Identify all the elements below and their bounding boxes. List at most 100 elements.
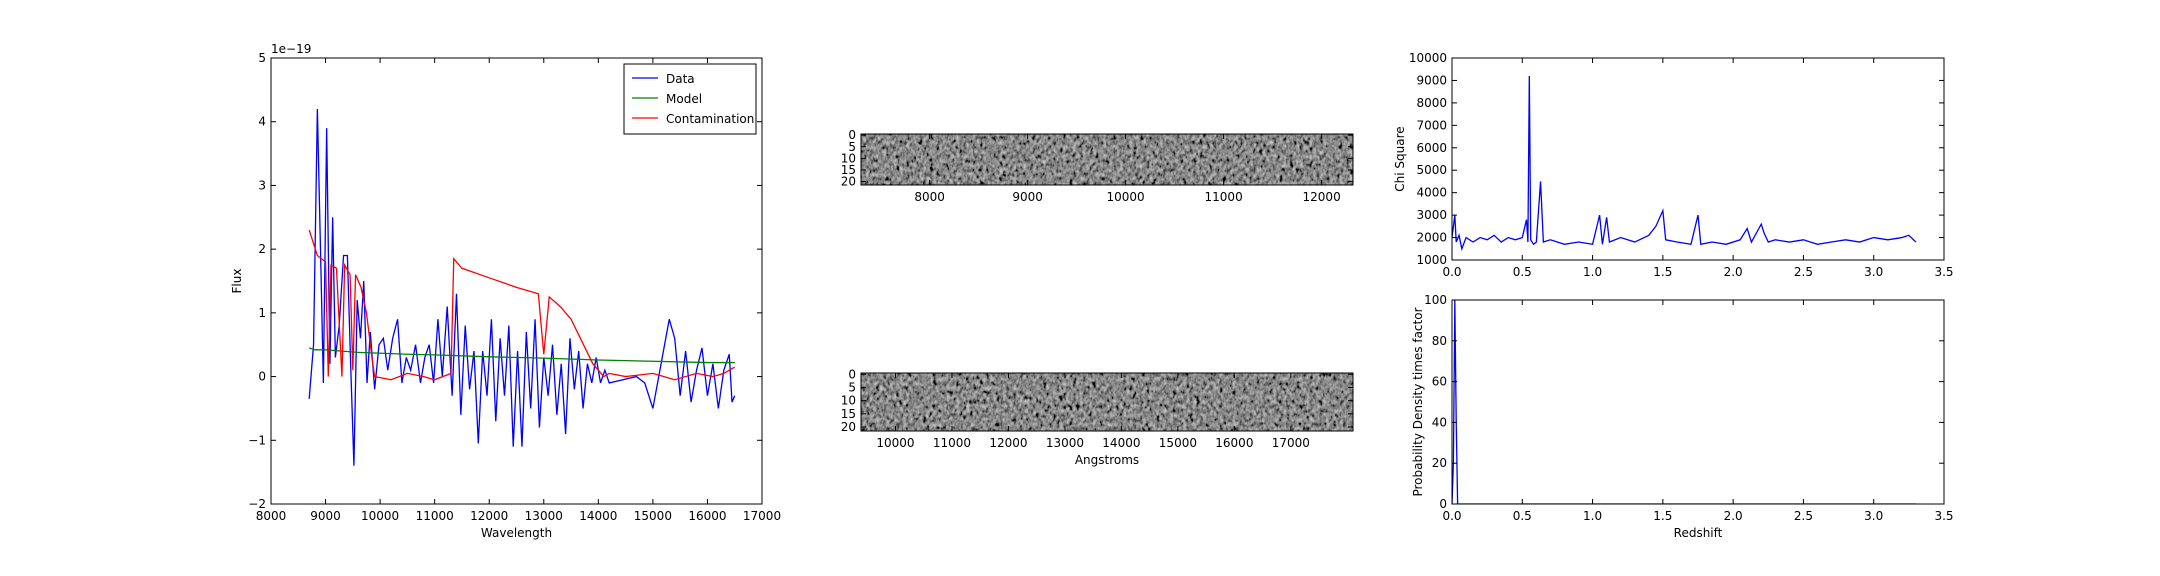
x-tick-label: 17000 <box>743 509 781 523</box>
x-tick-label: 2.0 <box>1724 509 1743 523</box>
offset-label: 1e−19 <box>271 42 311 56</box>
x-tick-label: 14000 <box>1102 436 1140 450</box>
y-axis-label: Probability Density times factor <box>1411 307 1425 496</box>
y-tick-label: 20 <box>841 175 856 189</box>
y-tick-label: 5 <box>848 381 856 395</box>
x-tick-label: 3.0 <box>1864 265 1883 279</box>
y-tick-label: 4 <box>258 115 266 129</box>
x-tick-label: 12000 <box>1303 190 1341 204</box>
y-tick-label: −1 <box>248 433 266 447</box>
x-tick-label: 16000 <box>688 509 726 523</box>
x-tick-label: 14000 <box>579 509 617 523</box>
x-tick-label: 16000 <box>1215 436 1253 450</box>
plot-area <box>861 134 1353 185</box>
x-tick-label: 12000 <box>989 436 1027 450</box>
x-tick-label: 11000 <box>933 436 971 450</box>
y-tick-label: 2000 <box>1416 231 1447 245</box>
x-tick-label: 9000 <box>1012 190 1043 204</box>
plot-area <box>1452 300 1916 504</box>
y-tick-label: 7000 <box>1416 118 1447 132</box>
axes-frame <box>860 133 1354 186</box>
line-series <box>1452 300 1916 504</box>
legend-box <box>623 63 757 135</box>
y-tick-label: 5 <box>258 51 266 65</box>
legend-label: Data <box>666 72 695 86</box>
plot-area <box>308 108 736 466</box>
x-tick-label: 10000 <box>876 436 914 450</box>
x-tick-label: 15000 <box>1159 436 1197 450</box>
x-tick-label: 0.5 <box>1513 265 1532 279</box>
line-series <box>308 347 735 364</box>
x-tick-label: 11000 <box>416 509 454 523</box>
y-tick-label: 60 <box>1432 375 1447 389</box>
x-tick-label: 3.5 <box>1934 509 1953 523</box>
x-tick-label: 2.5 <box>1794 265 1813 279</box>
y-tick-label: 20 <box>841 420 856 434</box>
spectrum-image <box>861 373 1353 431</box>
y-tick-label: 10 <box>841 394 856 408</box>
y-tick-label: 0 <box>1439 497 1447 511</box>
line-series <box>308 229 736 381</box>
x-tick-label: 8000 <box>256 509 287 523</box>
x-tick-label: 10000 <box>361 509 399 523</box>
x-tick-label: 1.5 <box>1653 265 1672 279</box>
x-tick-label: 1.0 <box>1583 509 1602 523</box>
y-tick-label: 6000 <box>1416 141 1447 155</box>
line-series <box>1452 75 1917 252</box>
x-tick-label: 0.0 <box>1442 265 1461 279</box>
y-tick-label: 2 <box>258 242 266 256</box>
y-tick-label: 100 <box>1424 293 1447 307</box>
y-tick-label: −2 <box>248 497 266 511</box>
x-tick-label: 1.0 <box>1583 265 1602 279</box>
x-tick-label: 0.0 <box>1442 509 1461 523</box>
y-tick-label: 15 <box>841 163 856 177</box>
x-axis-label: Angstroms <box>1075 453 1139 467</box>
x-tick-label: 11000 <box>1205 190 1243 204</box>
y-axis-label: Flux <box>230 269 244 294</box>
x-tick-label: 1.5 <box>1653 509 1672 523</box>
x-tick-label: 3.5 <box>1934 265 1953 279</box>
x-tick-label: 15000 <box>634 509 672 523</box>
x-axis-label: Wavelength <box>481 526 552 540</box>
x-axis-label: Redshift <box>1674 526 1723 540</box>
line-series <box>308 108 736 466</box>
x-tick-label: 3.0 <box>1864 509 1883 523</box>
y-tick-label: 20 <box>1432 456 1447 470</box>
x-tick-label: 9000 <box>310 509 341 523</box>
y-tick-label: 5000 <box>1416 163 1447 177</box>
y-tick-label: 40 <box>1432 415 1447 429</box>
y-tick-label: 0 <box>848 128 856 142</box>
y-tick-label: 3 <box>258 178 266 192</box>
y-tick-label: 0 <box>848 367 856 381</box>
spectrum-image <box>861 134 1353 185</box>
y-tick-label: 5 <box>848 140 856 154</box>
y-tick-label: 9000 <box>1416 73 1447 87</box>
axes-frame <box>1451 299 1945 505</box>
axes-frame <box>270 57 763 505</box>
y-tick-label: 1 <box>258 306 266 320</box>
x-tick-label: 0.5 <box>1513 509 1532 523</box>
y-tick-label: 10 <box>841 151 856 165</box>
legend-label: Model <box>666 92 702 106</box>
plot-area <box>861 373 1353 431</box>
x-tick-label: 13000 <box>525 509 563 523</box>
y-tick-label: 3000 <box>1416 208 1447 222</box>
legend-label: Contamination <box>666 112 754 126</box>
axes-frame <box>1451 57 1945 261</box>
y-tick-label: 15 <box>841 407 856 421</box>
y-axis-label: Chi Square <box>1393 126 1407 191</box>
x-tick-label: 17000 <box>1272 436 1310 450</box>
y-tick-label: 4000 <box>1416 186 1447 200</box>
axes-frame <box>860 372 1354 432</box>
x-tick-label: 2.5 <box>1794 509 1813 523</box>
x-tick-label: 2.0 <box>1724 265 1743 279</box>
y-tick-label: 8000 <box>1416 96 1447 110</box>
y-tick-label: 80 <box>1432 334 1447 348</box>
y-tick-label: 1000 <box>1416 253 1447 267</box>
x-tick-label: 12000 <box>470 509 508 523</box>
y-tick-label: 10000 <box>1409 51 1447 65</box>
x-tick-label: 10000 <box>1107 190 1145 204</box>
x-tick-label: 13000 <box>1046 436 1084 450</box>
y-tick-label: 0 <box>258 370 266 384</box>
